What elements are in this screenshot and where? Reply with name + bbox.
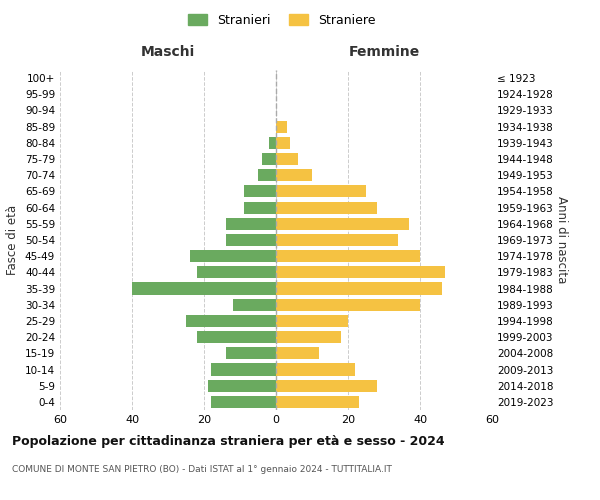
Bar — [276, 137, 290, 149]
Bar — [276, 234, 398, 246]
Bar — [269, 137, 276, 149]
Bar — [132, 282, 276, 294]
Legend: Stranieri, Straniere: Stranieri, Straniere — [184, 8, 380, 32]
Bar — [276, 153, 298, 165]
Text: Maschi: Maschi — [141, 44, 195, 59]
Bar — [226, 218, 276, 230]
Bar — [211, 364, 276, 376]
Bar — [276, 250, 420, 262]
Bar — [276, 348, 319, 360]
Bar — [197, 266, 276, 278]
Bar — [244, 186, 276, 198]
Bar — [197, 331, 276, 343]
Bar — [276, 298, 420, 311]
Text: COMUNE DI MONTE SAN PIETRO (BO) - Dati ISTAT al 1° gennaio 2024 - TUTTITALIA.IT: COMUNE DI MONTE SAN PIETRO (BO) - Dati I… — [12, 465, 392, 474]
Y-axis label: Anni di nascita: Anni di nascita — [554, 196, 568, 284]
Bar — [276, 396, 359, 408]
Text: Femmine: Femmine — [349, 44, 419, 59]
Bar — [276, 380, 377, 392]
Y-axis label: Fasce di età: Fasce di età — [7, 205, 19, 275]
Bar — [186, 315, 276, 327]
Bar — [276, 315, 348, 327]
Bar — [276, 169, 312, 181]
Bar — [276, 331, 341, 343]
Bar — [208, 380, 276, 392]
Bar — [262, 153, 276, 165]
Bar — [226, 348, 276, 360]
Bar — [226, 234, 276, 246]
Bar — [276, 266, 445, 278]
Bar — [258, 169, 276, 181]
Bar — [276, 218, 409, 230]
Bar — [276, 186, 366, 198]
Bar — [276, 202, 377, 213]
Text: Popolazione per cittadinanza straniera per età e sesso - 2024: Popolazione per cittadinanza straniera p… — [12, 435, 445, 448]
Bar — [233, 298, 276, 311]
Bar — [190, 250, 276, 262]
Bar — [276, 364, 355, 376]
Bar — [244, 202, 276, 213]
Bar — [211, 396, 276, 408]
Bar — [276, 120, 287, 132]
Bar — [276, 282, 442, 294]
